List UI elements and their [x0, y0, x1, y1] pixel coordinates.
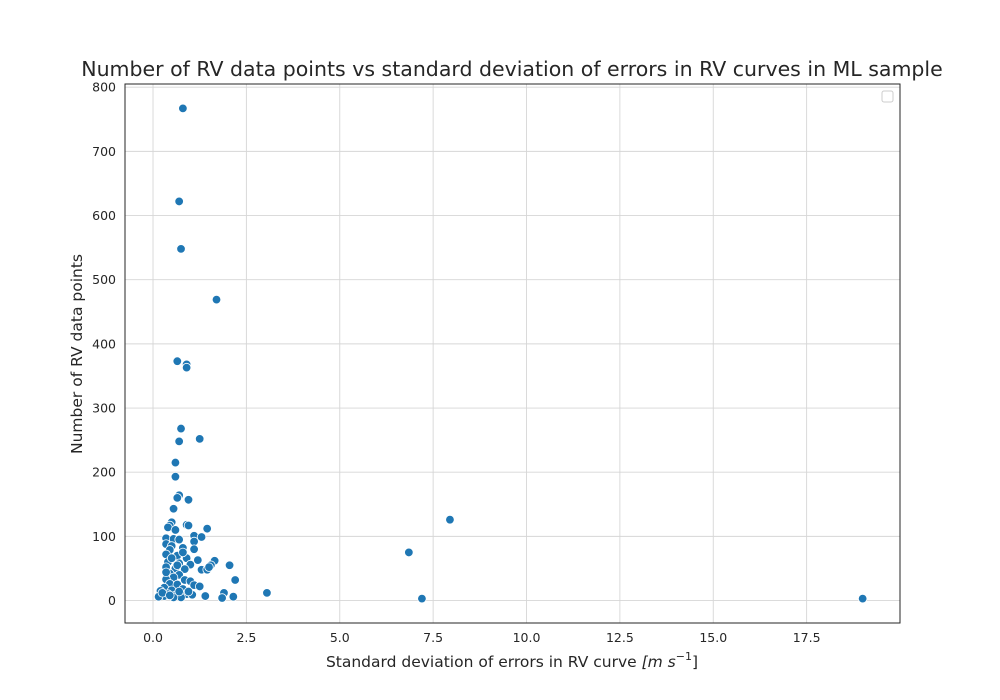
x-tick-label: 12.5 [606, 630, 634, 645]
data-point [174, 436, 184, 447]
data-point [168, 504, 179, 514]
data-point [202, 523, 212, 534]
data-point [178, 547, 188, 558]
y-tick-label: 800 [92, 80, 116, 95]
chart-title: Number of RV data points vs standard dev… [81, 57, 943, 81]
data-point [445, 514, 455, 525]
data-point [170, 472, 181, 482]
data-point [183, 586, 194, 597]
y-tick-label: 100 [92, 529, 116, 544]
data-point [228, 591, 239, 602]
data-point [194, 434, 205, 444]
data-point [211, 294, 222, 305]
x-tick-label: 10.0 [513, 630, 541, 645]
x-axis-label-unit: [m s [642, 653, 676, 671]
data-point [174, 586, 184, 597]
data-point [176, 244, 186, 254]
data-point [174, 196, 184, 207]
y-tick-label: 500 [92, 272, 116, 287]
x-axis-label-close: ] [692, 653, 698, 671]
y-axis-ticks: 0 100 200 300 400 500 600 700 800 [92, 80, 116, 608]
x-tick-label: 15.0 [699, 630, 727, 645]
data-point [170, 525, 181, 535]
data-point [172, 356, 182, 366]
plot-area-frame [124, 83, 901, 624]
y-tick-label: 600 [92, 208, 116, 223]
y-tick-label: 400 [92, 336, 116, 351]
data-point [172, 493, 182, 503]
data-point [189, 544, 199, 554]
data-point [161, 567, 171, 578]
x-axis-label-exponent: −1 [676, 650, 692, 663]
data-point [193, 555, 203, 565]
data-point [417, 593, 427, 604]
data-point [230, 575, 240, 585]
data-point [200, 591, 211, 601]
data-point [224, 560, 235, 570]
x-axis-ticks: 0.0 2.5 5.0 7.5 10.0 12.5 15.0 17.5 [143, 630, 820, 645]
data-point [194, 581, 205, 592]
data-point [176, 423, 186, 434]
x-tick-label: 0.0 [143, 630, 163, 645]
y-axis-label: Number of RV data points [68, 254, 86, 454]
y-tick-label: 700 [92, 144, 116, 159]
data-point [196, 532, 207, 542]
data-point [178, 103, 188, 114]
scatter-points [153, 103, 868, 604]
x-tick-label: 2.5 [236, 630, 256, 645]
y-tick-label: 200 [92, 465, 116, 480]
data-point [183, 520, 194, 531]
data-point [217, 593, 227, 603]
y-tick-label: 0 [108, 593, 116, 608]
data-point [166, 553, 177, 563]
x-tick-label: 17.5 [793, 630, 821, 645]
x-tick-label: 7.5 [423, 630, 443, 645]
data-point [204, 562, 214, 572]
data-point [172, 560, 182, 570]
data-point [183, 495, 194, 505]
x-axis-label: Standard deviation of errors in RV curve… [326, 650, 698, 671]
x-tick-label: 5.0 [330, 630, 350, 645]
data-point [180, 564, 190, 574]
data-point [181, 362, 192, 373]
data-point [404, 547, 414, 558]
data-point [262, 588, 272, 598]
x-axis-label-main: Standard deviation of errors in RV curve [326, 653, 642, 671]
grid-lines [125, 84, 900, 623]
data-point [170, 457, 181, 468]
data-point [857, 593, 868, 604]
legend-box [881, 90, 894, 103]
data-point [174, 534, 184, 545]
data-point [165, 590, 175, 601]
y-tick-label: 300 [92, 401, 116, 416]
